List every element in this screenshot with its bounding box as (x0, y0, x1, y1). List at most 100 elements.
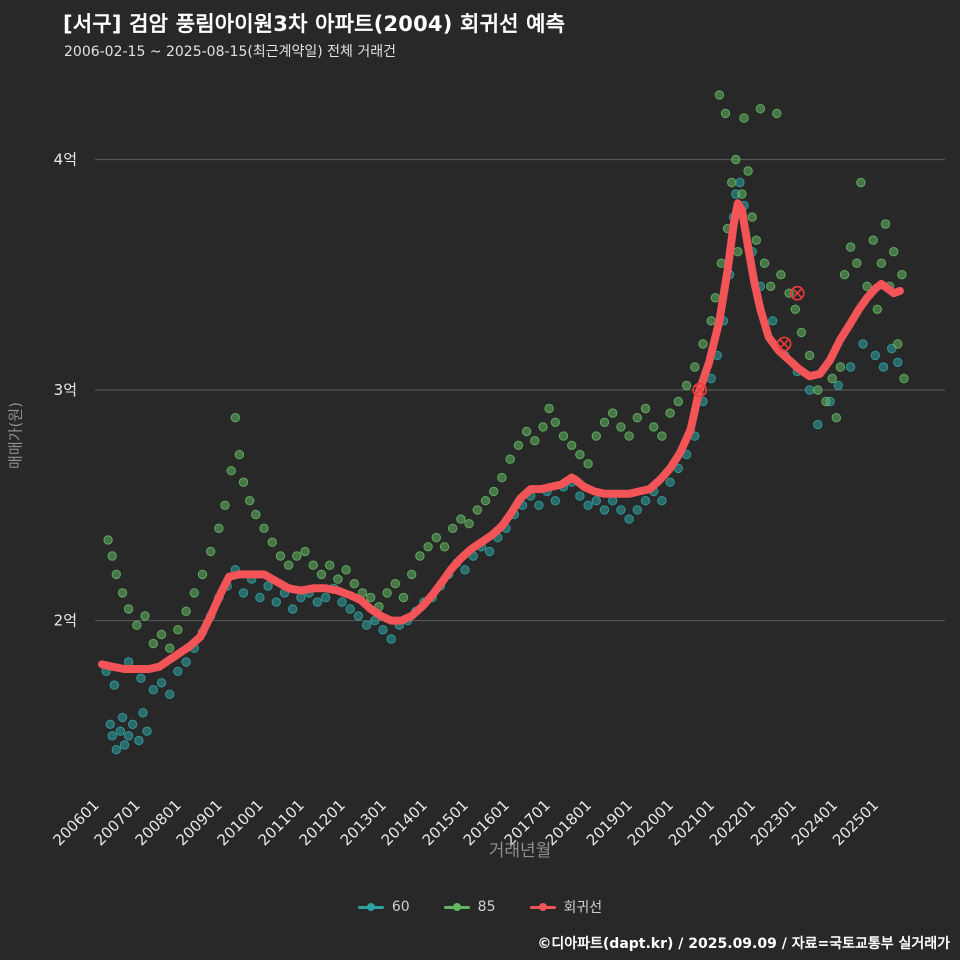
scatter-point-85 (640, 403, 651, 414)
scatter-point-85 (731, 154, 741, 165)
scatter-point-60 (386, 634, 396, 644)
scatter-point-85 (839, 270, 850, 280)
scatter-point-60 (893, 357, 903, 367)
scatter-point-85 (591, 431, 601, 441)
scatter-point-85 (148, 638, 159, 649)
scatter-point-85 (103, 535, 113, 545)
legend-marker-icon (529, 902, 556, 912)
legend-marker-icon (443, 902, 470, 912)
scatter-point-85 (439, 542, 450, 552)
scatter-point-85 (772, 108, 782, 119)
y-tick-label: 2억 (54, 612, 77, 630)
chart-subtitle: 2006-02-15 ~ 2025-08-15(최근계약일) 전체 거래건 (64, 44, 396, 60)
scatter-point-85 (776, 270, 786, 280)
scatter-point-85 (267, 537, 277, 547)
scatter-point-85 (197, 569, 208, 580)
scatter-point-60 (148, 685, 159, 695)
scatter-point-60 (337, 597, 347, 607)
scatter-point-85 (111, 569, 122, 580)
scatter-point-85 (673, 396, 683, 407)
scatter-point-85 (238, 477, 249, 487)
scatter-point-85 (893, 339, 903, 349)
scatter-point-60 (768, 316, 778, 326)
legend-item-회귀선: 회귀선 (529, 897, 602, 917)
scatter-point-60 (107, 731, 117, 741)
scatter-point-85 (759, 258, 770, 268)
scatter-point-85 (480, 496, 491, 506)
scatter-point-60 (624, 514, 634, 524)
scatter-point-85 (690, 362, 700, 372)
scatter-point-60 (657, 496, 667, 506)
scatter-point-85 (407, 569, 417, 580)
scatter-point-60 (165, 689, 175, 699)
scatter-point-85 (308, 560, 318, 570)
scatter-point-85 (616, 422, 626, 432)
scatter-point-85 (206, 546, 216, 557)
scatter-point-85 (181, 606, 191, 616)
scatter-point-85 (868, 235, 878, 245)
scatter-point-85 (790, 304, 800, 314)
scatter-point-60 (320, 592, 331, 603)
scatter-point-85 (681, 380, 692, 391)
scatter-point-85 (550, 417, 560, 427)
scatter-point-85 (880, 219, 891, 229)
scatter-point-60 (117, 712, 128, 723)
scatter-point-85 (558, 431, 569, 441)
scatter-point-85 (599, 417, 610, 427)
scatter-point-85 (739, 113, 749, 123)
scatter-point-85 (698, 339, 708, 349)
scatter-point-85 (544, 403, 554, 414)
scatter-point-85 (804, 350, 815, 361)
scatter-point-60 (138, 708, 148, 718)
scatter-point-85 (283, 560, 294, 570)
scatter-point-85 (123, 604, 134, 614)
scatter-point-85 (766, 281, 776, 291)
outlier-x-icon (695, 385, 705, 395)
scatter-point-85 (325, 560, 335, 570)
scatter-point-60 (119, 740, 130, 750)
scatter-point-85 (251, 509, 261, 520)
scatter-point-85 (714, 90, 725, 100)
scatter-point-85 (862, 281, 872, 291)
scatter-point-85 (349, 579, 359, 589)
scatter-point-60 (345, 604, 355, 614)
scatter-point-60 (833, 380, 843, 391)
scatter-point-85 (173, 625, 183, 635)
scatter-point-60 (878, 362, 889, 372)
scatter-point-60 (616, 505, 626, 515)
scatter-point-60 (136, 673, 146, 683)
scatter-point-85 (583, 459, 593, 469)
scatter-point-85 (827, 373, 837, 384)
scatter-point-85 (472, 505, 482, 515)
scatter-point-60 (632, 505, 642, 515)
scatter-point-60 (813, 419, 823, 430)
scatter-point-85 (538, 422, 548, 432)
page-title: [서구] 검암 풍림아이원3차 아파트(2004) 회귀선 예측 (63, 12, 566, 36)
scatter-point-85 (747, 212, 757, 222)
scatter-point-85 (292, 551, 302, 561)
scatter-point-85 (366, 592, 376, 603)
scatter-point-85 (245, 496, 255, 506)
scatter-point-60 (238, 588, 249, 598)
scatter-point-85 (897, 270, 907, 280)
scatter-point-60 (583, 500, 593, 510)
scatter-point-85 (275, 551, 286, 561)
scatter-point-85 (497, 472, 507, 483)
scatter-point-85 (382, 588, 392, 598)
scatter-point-60 (288, 604, 298, 614)
scatter-point-85 (398, 592, 409, 603)
scatter-point-60 (845, 362, 856, 372)
scatter-point-85 (657, 431, 667, 441)
scatter-point-60 (640, 496, 651, 506)
scatter-point-85 (852, 258, 862, 268)
scatter-point-85 (423, 542, 433, 552)
scatter-point-60 (735, 177, 745, 188)
scatter-point-85 (259, 523, 269, 533)
scatter-point-85 (230, 413, 241, 423)
scatter-point-85 (341, 565, 351, 575)
scatter-point-85 (720, 108, 731, 119)
scatter-point-60 (271, 597, 281, 607)
scatter-point-60 (263, 581, 273, 591)
scatter-point-60 (123, 731, 134, 741)
